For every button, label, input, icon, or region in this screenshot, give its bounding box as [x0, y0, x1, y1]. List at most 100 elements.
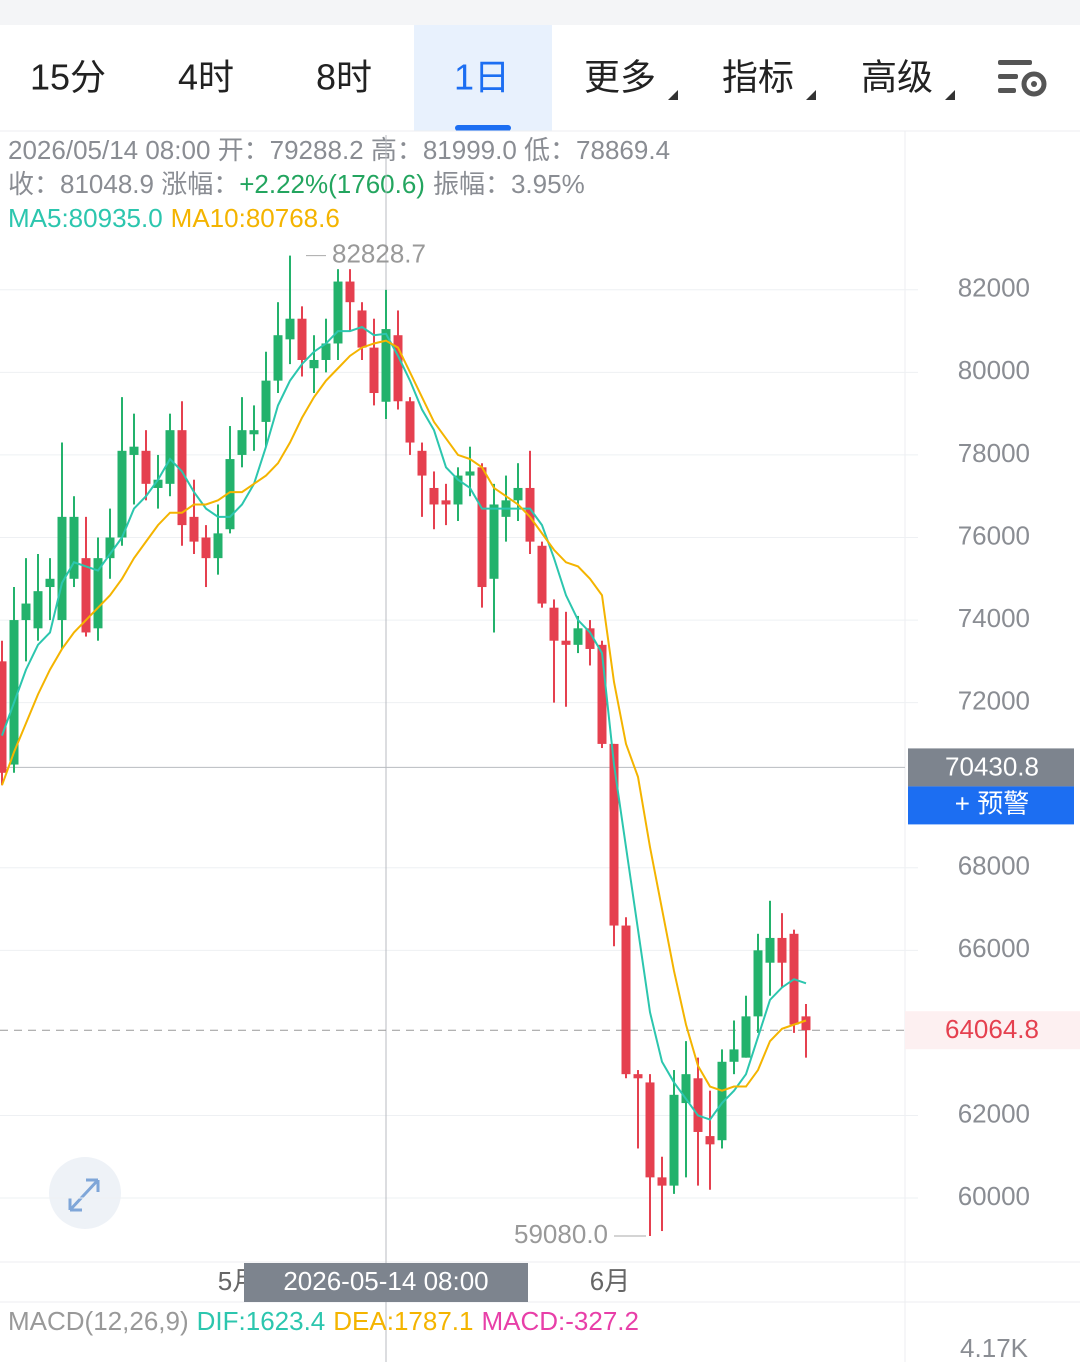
candle-body — [645, 1082, 655, 1178]
selected-tab-underline — [455, 125, 511, 131]
candle-body — [741, 1016, 751, 1058]
tab[interactable]: 8时 — [316, 57, 372, 98]
candle-body — [213, 533, 223, 559]
candle-body — [681, 1074, 691, 1104]
candle-body — [705, 1136, 715, 1145]
crosshair-time-box — [244, 1263, 528, 1302]
settings-icon[interactable] — [998, 60, 1047, 97]
y-tick-label: 72000 — [958, 686, 1030, 716]
expand-button[interactable] — [49, 1157, 121, 1229]
candle-body — [201, 537, 211, 559]
tab[interactable]: 指标 — [722, 57, 794, 98]
candle-body — [333, 281, 343, 344]
candle-body — [765, 937, 775, 963]
candle-body — [561, 640, 571, 645]
crosshair-price: 70430.8 — [945, 751, 1039, 781]
candle-body — [753, 950, 763, 1017]
candle-body — [549, 607, 559, 641]
y-tick-label: 62000 — [958, 1098, 1030, 1128]
y-tick-label: 82000 — [958, 273, 1030, 303]
tab[interactable]: 4时 — [178, 57, 234, 98]
y-tick-label: 74000 — [958, 603, 1030, 633]
x-tick-label: 6月 — [590, 1266, 630, 1296]
candle-body — [417, 450, 427, 476]
text-span: DIF:1623.4 — [197, 1306, 326, 1336]
candle-body — [321, 343, 331, 360]
candle-body — [573, 628, 583, 645]
candle-body — [381, 329, 391, 402]
candle-body — [597, 644, 607, 744]
candle-body — [441, 500, 451, 505]
info-line: 收：81048.9 涨幅：+2.22%(1760.6) 振幅：3.95% — [8, 169, 585, 199]
y-tick-label: 78000 — [958, 438, 1030, 468]
min-marker: 59080.0 — [514, 1219, 608, 1249]
candle-body — [633, 1074, 643, 1079]
candle-body — [273, 335, 283, 381]
candle-body — [249, 430, 259, 435]
dropdown-triangle — [945, 90, 955, 100]
candle-body — [237, 430, 247, 455]
tab[interactable]: 高级 — [861, 57, 933, 98]
last-price-box — [905, 1011, 1080, 1050]
y-tick-label: 60000 — [958, 1181, 1030, 1211]
candle-body — [0, 661, 7, 773]
crosshair-time: 2026-05-14 08:00 — [283, 1266, 488, 1296]
candle-body — [453, 475, 463, 505]
candle-body — [729, 1049, 739, 1062]
candle-body — [9, 620, 19, 765]
y-tick-label: 66000 — [958, 933, 1030, 963]
text-span: MACD:-327.2 — [481, 1306, 639, 1336]
info-line: 2026/05/14 08:00 开：79288.2 高：81999.0 低：7… — [8, 135, 670, 165]
candle-body — [657, 1177, 667, 1186]
max-marker: 82828.7 — [332, 238, 426, 268]
dropdown-triangle — [668, 90, 678, 100]
candle-body — [285, 318, 295, 340]
candle-body — [525, 487, 535, 542]
candle-body — [309, 359, 319, 369]
candle-body — [621, 925, 631, 1075]
candle-body — [489, 504, 499, 579]
candle-body — [513, 487, 523, 501]
y-tick-label: 80000 — [958, 355, 1030, 385]
candle-body — [129, 446, 139, 455]
candle-body — [609, 743, 619, 926]
ma-line — [1, 339, 807, 1092]
tab[interactable]: 更多 — [584, 57, 656, 98]
candle-body — [93, 558, 103, 629]
crosshair-price-box — [908, 748, 1074, 787]
text-span: DEA:1787.1 — [333, 1306, 473, 1336]
candle-body — [405, 401, 415, 443]
macd-legend: MACD(12,26,9) DIF:1623.4 DEA:1787.1 MACD:-3… — [8, 1306, 639, 1336]
candle-body — [117, 450, 127, 538]
status-strip — [0, 0, 1080, 25]
candle-body — [345, 281, 355, 303]
y-tick-label: 76000 — [958, 520, 1030, 550]
tab[interactable]: 15分 — [30, 57, 106, 98]
text-span: +2.22%(1760.6) — [239, 169, 425, 199]
candle-body — [21, 603, 31, 621]
candle-body — [537, 545, 547, 604]
last-price: 64064.8 — [945, 1014, 1039, 1044]
alert-button[interactable]: + 预警 — [955, 788, 1029, 818]
alert-button-bg — [908, 786, 1074, 825]
tab[interactable]: 1日 — [454, 57, 510, 98]
candle-body — [693, 1078, 703, 1132]
candle-body — [777, 937, 787, 963]
candle-body — [261, 380, 271, 422]
ma-legend: MA5:80935.0 MA10:80768.6 — [8, 203, 340, 233]
candle-body — [69, 516, 79, 579]
text-span: MA5:80935.0 — [8, 203, 163, 233]
candle-body — [393, 335, 403, 402]
candle-body — [801, 1016, 811, 1031]
candle-body — [141, 450, 151, 484]
candle-body — [465, 471, 475, 476]
candle-body — [153, 479, 163, 488]
selected-tab-bg — [414, 25, 552, 131]
candle-body — [477, 467, 487, 588]
ma-line — [1, 325, 807, 1121]
candle-body — [357, 310, 367, 348]
candle-body — [177, 430, 187, 526]
text-span: 振幅：3.95% — [433, 169, 585, 199]
